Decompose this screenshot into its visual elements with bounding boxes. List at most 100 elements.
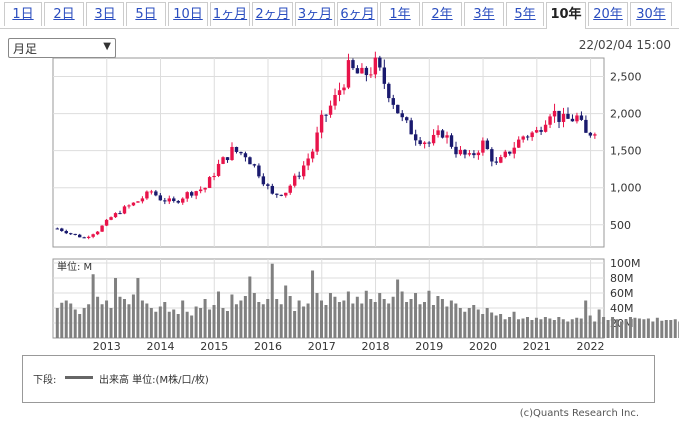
candle-body [176,201,180,203]
candle-body [413,134,418,141]
volume-bar [642,319,646,338]
volume-bar [257,302,261,338]
volume-bar [190,315,194,338]
legend-prefix: 下段: [33,375,57,386]
candle-body [154,191,158,196]
candle-body [588,132,593,136]
tab-2ヶ月[interactable]: 2ヶ月 [252,2,293,26]
tab-3ヶ月[interactable]: 3ヶ月 [295,2,335,26]
volume-bar [476,309,480,338]
x-tick-label: 2015 [200,340,228,350]
candle-body [109,217,113,220]
volume-bar [467,308,471,338]
volume-bar [624,319,628,338]
volume-bar [234,304,238,338]
candle-body [189,192,194,196]
candle-body [490,149,494,162]
candle-body [378,57,382,68]
volume-bar [351,303,355,338]
volume-bar [208,309,212,338]
candle-body [185,192,189,199]
volume-bar [284,285,288,338]
volume-bar [252,293,256,338]
volume-bar [176,314,180,338]
tab-10日[interactable]: 10日 [168,2,208,26]
tab-2日[interactable]: 2日 [44,2,84,26]
volume-bar [458,308,462,338]
tab-20年[interactable]: 20年 [588,2,628,26]
candle-body [212,175,216,178]
candle-body [288,185,292,193]
volume-bar [319,300,323,338]
tab-1日[interactable]: 1日 [4,2,42,26]
volume-bar [96,296,100,338]
price-tick-label: 1,000 [610,182,642,195]
candle-body [449,135,454,147]
x-tick-label: 2022 [577,340,605,350]
candle-body [172,198,176,202]
volume-bar [217,291,221,338]
candle-body [566,113,570,119]
volume-bar [221,308,225,338]
candle-body [517,139,521,148]
candle-body [476,152,481,156]
tab-2年[interactable]: 2年 [422,2,462,26]
candle-body [503,151,507,158]
volume-bar [243,296,247,338]
volume-bar [570,319,574,338]
volume-bar [230,294,234,338]
price-tick-label: 500 [610,219,631,232]
candle-body [360,67,364,74]
candle-body [163,200,167,202]
tab-5年[interactable]: 5年 [506,2,544,26]
volume-bar [517,319,521,338]
tab-1ヶ月[interactable]: 1ヶ月 [210,2,250,26]
tab-3日[interactable]: 3日 [86,2,124,26]
candle-body [512,147,516,154]
credit: (c)Quants Research Inc. [519,408,639,419]
volume-bar [145,303,149,338]
candle-body [396,104,400,114]
volume-bar [575,317,579,338]
volume-bar [154,311,158,338]
volume-bar [490,312,494,338]
candle-body [315,132,319,152]
candle-body [266,184,270,186]
volume-bar [485,308,489,338]
period-tabs: 1日 2日 3日 5日 10日 1ヶ月 2ヶ月 3ヶ月 6ヶ月 1年 2年 3年 5年 10年 20年 30年 [0,0,679,29]
tab-30年[interactable]: 30年 [630,2,672,26]
candle-body [561,113,566,122]
candle-body [82,237,86,239]
volume-bar [131,294,135,338]
volume-bar [588,315,592,338]
candle-body [270,185,275,194]
volume-bar [579,318,583,338]
candle-body [369,74,373,76]
candle-body [198,189,203,192]
tab-1年[interactable]: 1年 [380,2,420,26]
volume-bar [472,305,476,338]
volume-bar [60,302,64,338]
price-tick-label: 2,500 [610,71,642,84]
volume-bar [409,299,413,338]
volume-bar [91,274,95,338]
tab-6ヶ月[interactable]: 6ヶ月 [337,2,378,26]
candle-body [382,67,387,84]
candle-body [284,192,288,196]
candle-body [55,228,60,230]
candle-body [521,136,525,140]
volume-bar [270,263,274,338]
tab-5日[interactable]: 5日 [126,2,166,26]
volume-bar [405,302,409,338]
candle-body [575,115,579,122]
x-tick-label: 2018 [362,340,390,350]
tab-10年[interactable]: 10年 [546,2,586,29]
tab-3年[interactable]: 3年 [464,2,504,26]
volume-bar [628,317,632,338]
candle-body [225,157,230,161]
volume-bar [418,304,422,338]
volume-bar [364,290,368,338]
volume-bar [373,302,377,338]
volume-tick-label: 100M [610,257,641,270]
candle-body [557,110,561,122]
